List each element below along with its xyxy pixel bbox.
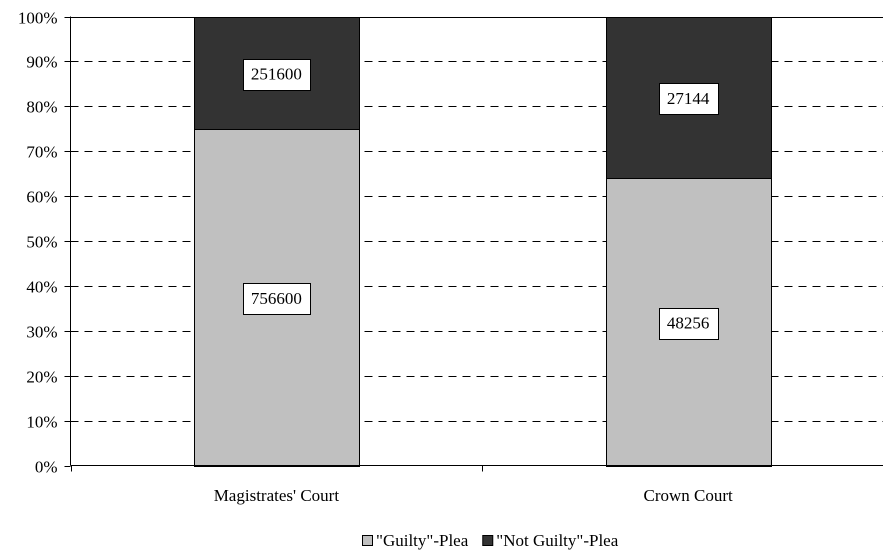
axes: 0% 10% 20% 30% 40% 50% 60% 70% 80% 90% 100% Magistr… [18,9,883,505]
legend-item-not-guilty-plea: "Not Guilty"-Plea [482,531,619,550]
legend-item-guilty-plea: "Guilty"-Plea [362,531,469,550]
y-tick-label: 100% [18,9,58,28]
data-label-box [243,283,311,315]
y-tick-label: 60% [26,188,57,207]
data-label-magistrates-court-not-guilty-plea: 251600 [243,59,311,91]
y-tick-label: 20% [26,368,57,387]
y-tick-label: 50% [26,233,57,252]
y-tick-label: 90% [26,53,57,72]
legend: "Guilty"-Plea "Not Guilty"-Plea [362,531,619,550]
y-tick-label: 80% [26,98,57,117]
legend-label: "Not Guilty"-Plea [496,531,618,550]
data-labels: 756600 251600 48256 27144 [243,59,719,340]
data-label-value: 756600 [251,289,302,308]
legend-label: "Guilty"-Plea [376,531,469,550]
data-label-box [659,308,719,340]
data-label-box [243,59,311,91]
y-tick-label: 40% [26,278,57,297]
data-label-magistrates-court-guilty-plea: 756600 [243,283,311,315]
y-tick-label: 10% [26,413,57,432]
y-tick-label: 0% [35,458,58,477]
data-label-value: 251600 [251,65,302,84]
data-label-box [659,83,719,115]
category-label-magistrates-court: Magistrates' Court [214,486,340,505]
data-label-value: 27144 [667,89,710,108]
y-tick-label: 30% [26,323,57,342]
legend-swatch [482,535,494,546]
category-label-crown-court: Crown Court [644,486,734,505]
legend-swatch [362,535,373,546]
data-label-value: 48256 [667,314,710,333]
data-label-crown-court-guilty-plea: 48256 [659,308,719,340]
data-label-crown-court-not-guilty-plea: 27144 [659,83,719,115]
y-tick-label: 70% [26,143,57,162]
